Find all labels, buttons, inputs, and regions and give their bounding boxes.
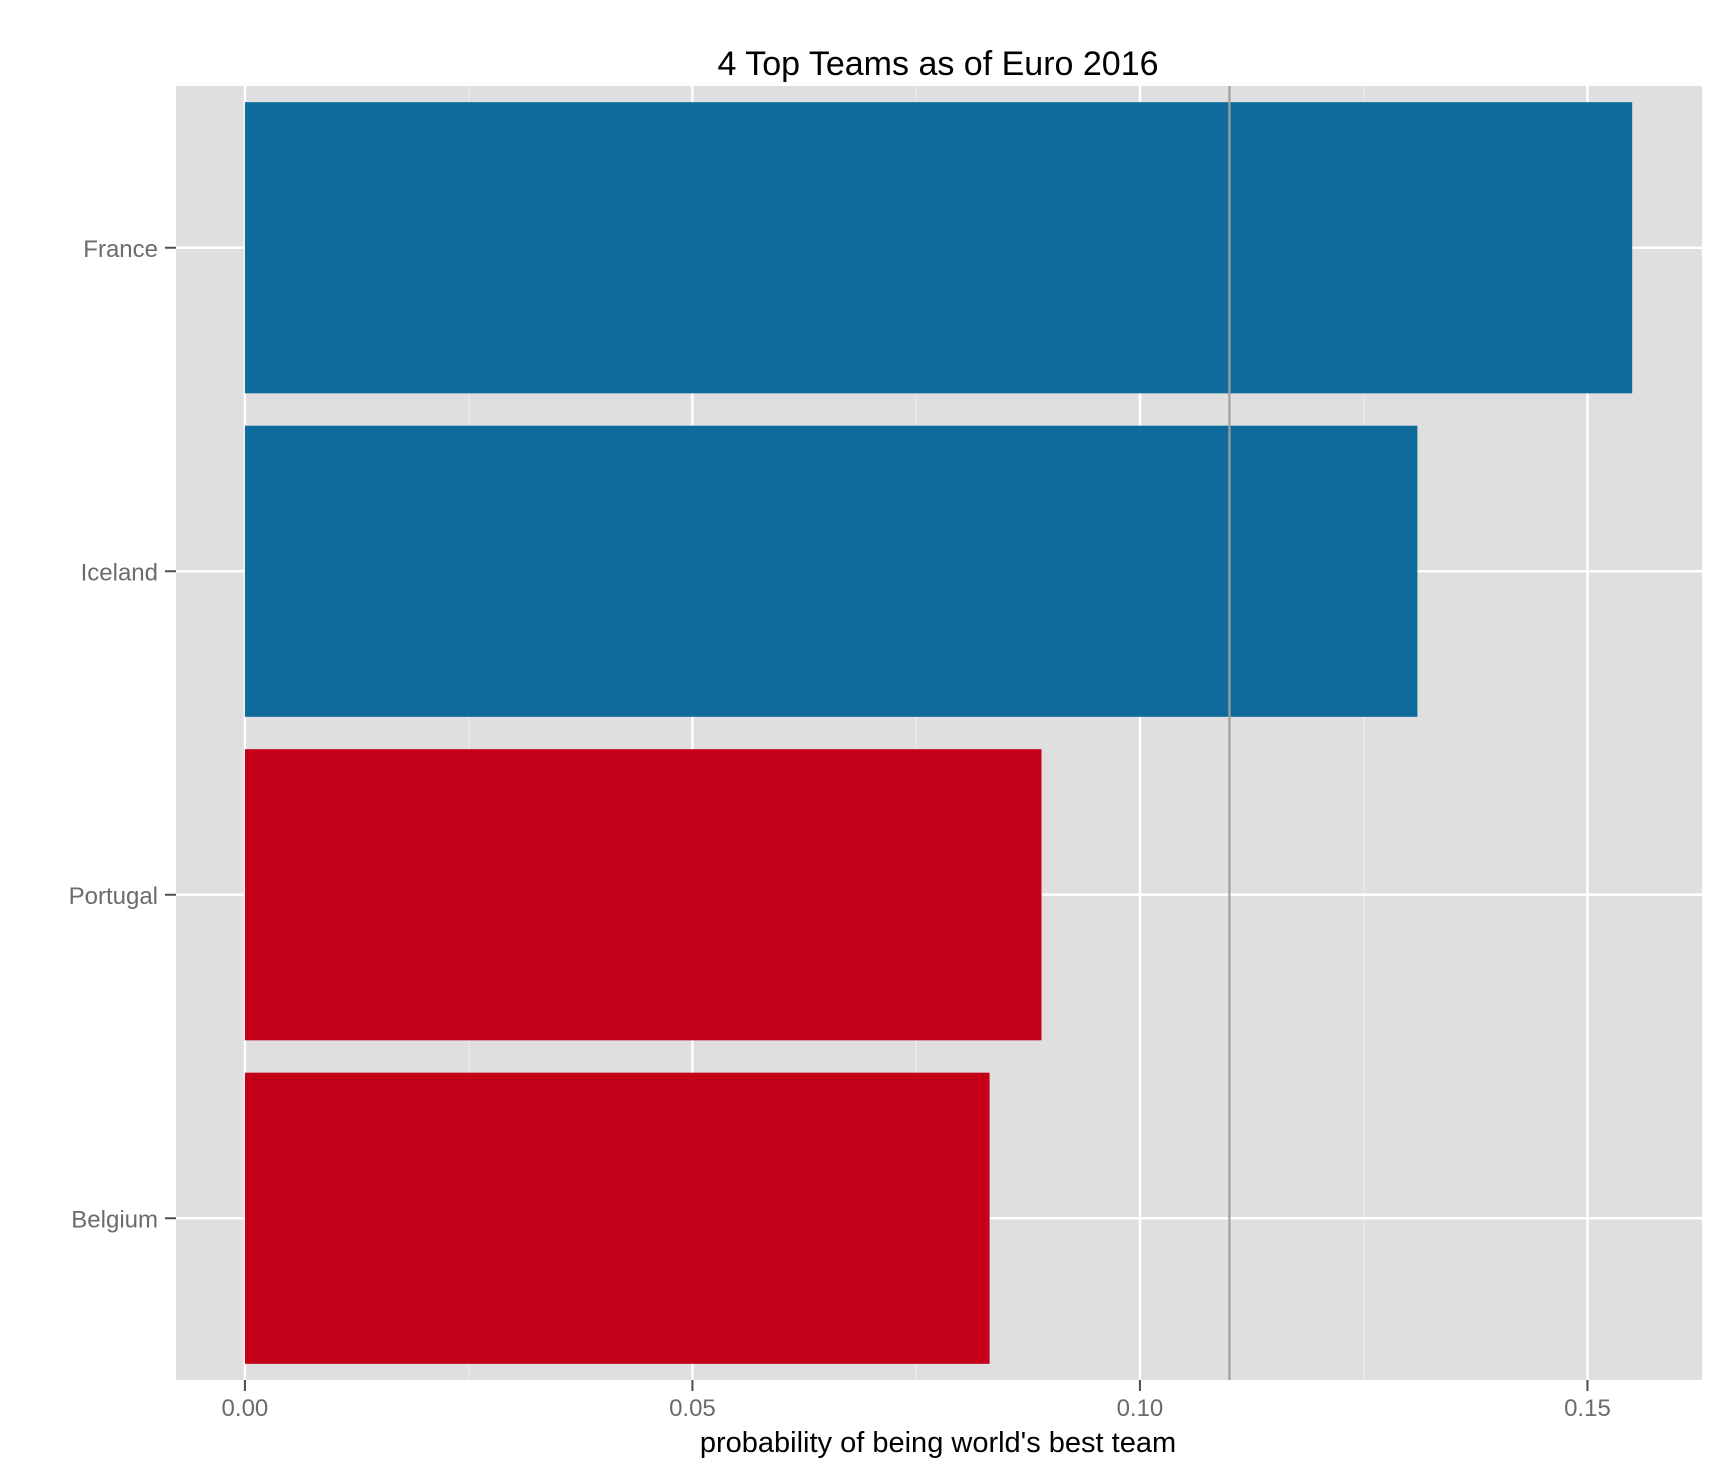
- y-tick-label: France: [83, 236, 158, 263]
- x-tick-label: 0.00: [222, 1395, 269, 1422]
- x-axis: 0.00 0.05 0.10 0.15: [222, 1380, 1611, 1422]
- x-tick-label: 0.10: [1117, 1395, 1164, 1422]
- bar-france: [244, 102, 1633, 394]
- bar-belgium: [244, 1072, 990, 1364]
- bar-iceland: [244, 425, 1418, 717]
- bar-portugal: [244, 749, 1042, 1041]
- y-tick-label: Portugal: [69, 883, 158, 910]
- bars: [244, 102, 1633, 1364]
- y-axis: France Iceland Portugal Belgium: [69, 236, 176, 1233]
- chart-title: 4 Top Teams as of Euro 2016: [717, 45, 1158, 83]
- y-tick-label: Iceland: [81, 559, 158, 586]
- x-axis-label: probability of being world's best team: [700, 1427, 1176, 1459]
- x-tick-label: 0.15: [1564, 1395, 1611, 1422]
- y-tick-label: Belgium: [71, 1206, 158, 1233]
- x-tick-label: 0.05: [669, 1395, 716, 1422]
